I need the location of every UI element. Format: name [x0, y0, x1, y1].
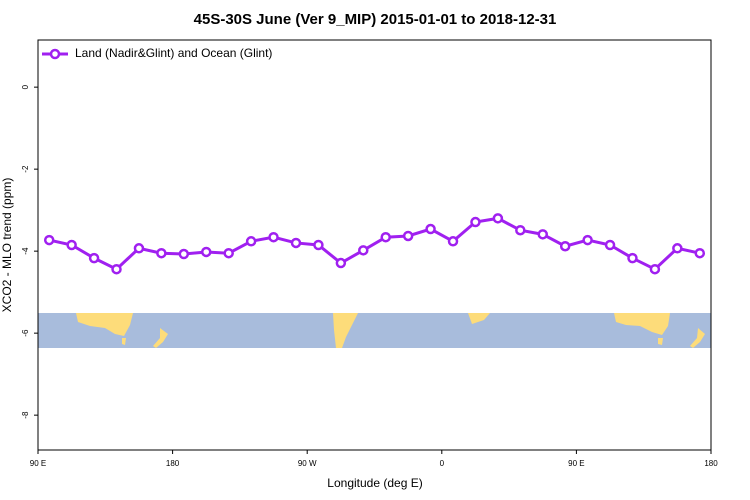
legend-label: Land (Nadir&Glint) and Ocean (Glint) — [75, 46, 272, 60]
x-tick-label: 180 — [704, 459, 718, 468]
y-tick-label: -2 — [21, 165, 30, 173]
point — [88, 252, 100, 264]
point — [245, 236, 257, 247]
x-tick-label: 90 W — [298, 459, 317, 468]
point — [447, 236, 459, 247]
point — [178, 248, 190, 260]
point — [492, 213, 504, 224]
point — [66, 239, 77, 251]
y-tick-label: -6 — [21, 329, 30, 337]
legend-marker — [49, 48, 61, 60]
point — [290, 237, 302, 249]
y-tick-label: -8 — [21, 411, 30, 419]
point — [268, 231, 279, 243]
point — [111, 263, 122, 275]
point — [133, 243, 145, 254]
point — [649, 263, 661, 275]
x-axis-label: Longitude (deg E) — [327, 476, 422, 490]
point — [470, 216, 481, 228]
chart-title: 45S-30S June (Ver 9_MIP) 2015-01-01 to 2… — [194, 11, 557, 28]
point — [402, 230, 414, 242]
point — [627, 252, 638, 264]
x-tick-label: 90 E — [30, 459, 46, 468]
plot-frame — [37, 39, 712, 451]
point — [515, 224, 526, 236]
point — [559, 240, 571, 252]
map-strip — [38, 313, 711, 348]
point — [694, 247, 706, 259]
y-tick-label: 0 — [21, 84, 30, 89]
x-tick-label: 0 — [440, 459, 445, 468]
point — [156, 247, 167, 259]
point — [672, 243, 683, 254]
point — [358, 245, 369, 256]
point — [313, 239, 324, 251]
x-tick-label: 90 E — [568, 459, 584, 468]
point — [43, 234, 55, 246]
series-line — [48, 216, 701, 271]
y-axis-label: XCO2 - MLO trend (ppm) — [0, 178, 14, 313]
point — [537, 229, 548, 240]
point — [201, 246, 212, 258]
point — [223, 247, 234, 259]
point — [582, 234, 593, 246]
point — [425, 223, 436, 235]
point — [335, 257, 347, 269]
y-tick-label: -4 — [21, 247, 30, 255]
x-tick-label: 180 — [166, 459, 180, 468]
point — [380, 231, 391, 243]
point — [604, 239, 616, 251]
